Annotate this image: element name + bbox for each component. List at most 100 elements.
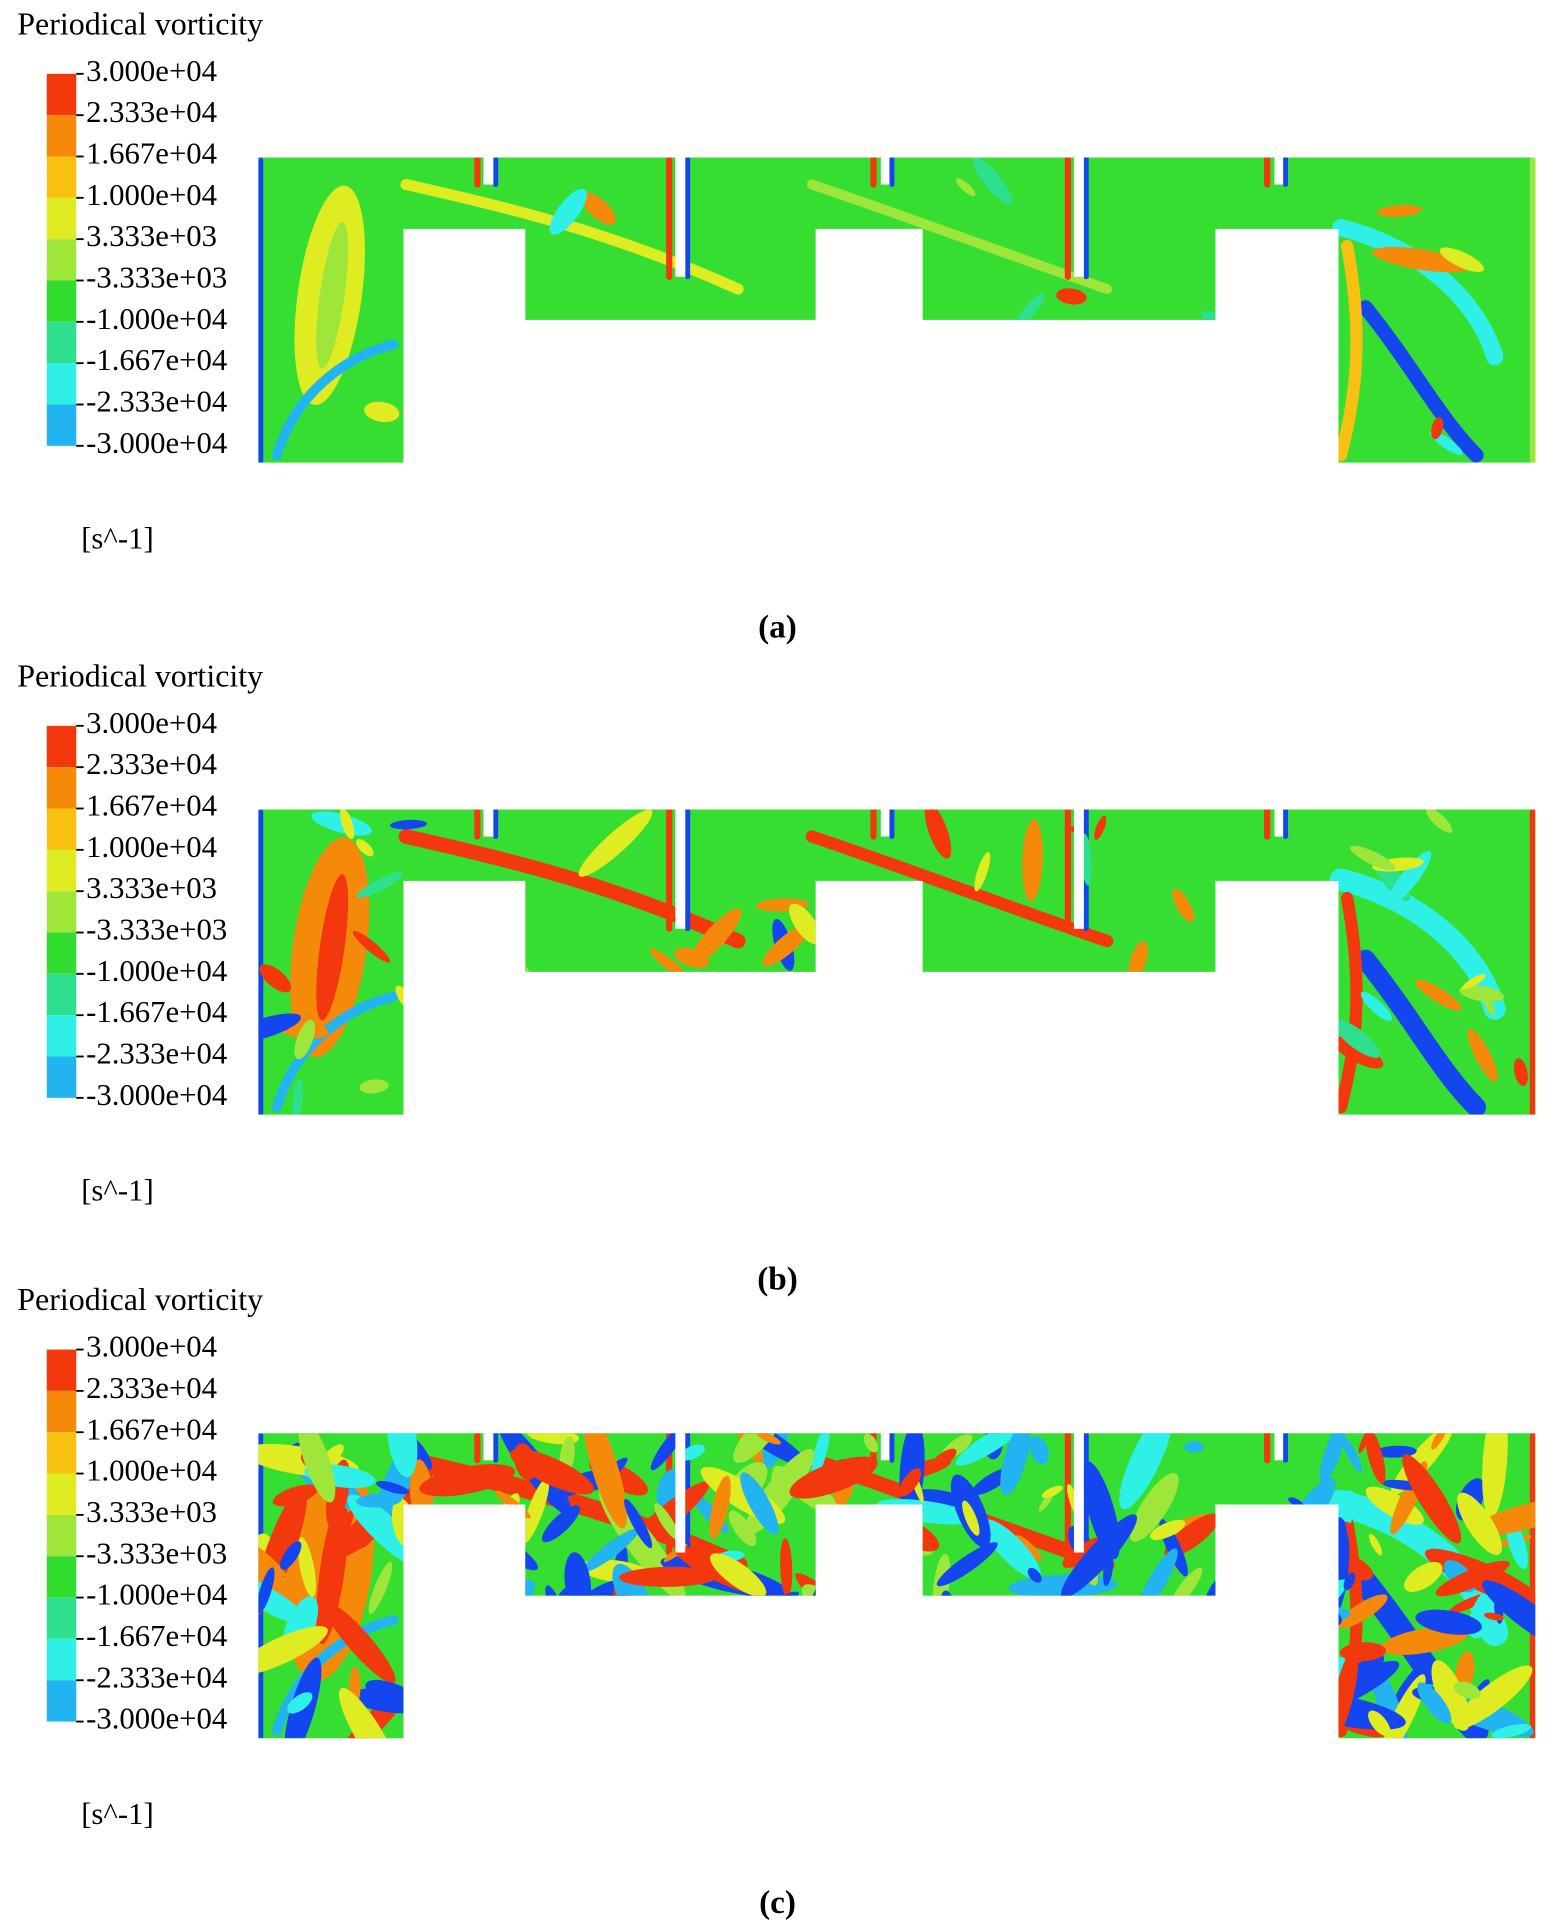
contour-blob	[356, 1493, 402, 1508]
contour-blob	[762, 923, 812, 967]
contour-blob	[689, 908, 742, 965]
contour-blob	[406, 1604, 440, 1690]
contour-streak	[271, 1615, 399, 1736]
baffle-slit	[1274, 1433, 1284, 1461]
contour-blob	[577, 388, 622, 410]
contour-blob	[584, 1089, 597, 1115]
contour-blob	[499, 1601, 609, 1648]
contour-blob	[1053, 1694, 1138, 1739]
colorbar-band	[46, 725, 77, 768]
contour-blob	[821, 895, 832, 935]
contour-blob	[1078, 1052, 1100, 1069]
contour-blob	[347, 1533, 372, 1550]
colorbar-label: -3.333e+03	[86, 261, 227, 295]
contour-blob	[1273, 1595, 1342, 1628]
colorbar-band	[46, 1638, 77, 1681]
contour-blob	[1513, 1058, 1528, 1087]
contour-blob	[997, 1710, 1058, 1739]
contour-blob	[885, 1710, 903, 1718]
contour-blob	[1022, 819, 1043, 902]
contour-blob	[1332, 1018, 1380, 1058]
colorbar-label: 2.333e+04	[86, 95, 217, 129]
contour-blob	[756, 1433, 781, 1445]
contour-blob	[582, 1528, 639, 1572]
contour-blob	[323, 1601, 396, 1684]
contour-blob	[294, 1019, 316, 1060]
contour-blob	[316, 222, 349, 369]
contour-blob	[1050, 1678, 1063, 1687]
contour-blob	[419, 1464, 515, 1497]
panel: Periodical vorticity 3.000e+04 2.333e+04 1.…	[17, 658, 1536, 1298]
contour-blob	[939, 1590, 958, 1639]
contour-blob	[1000, 1433, 1031, 1496]
contour-blob	[830, 1015, 854, 1043]
contour-blob	[772, 1048, 788, 1069]
contour-blob	[723, 1647, 786, 1707]
contour-blob	[583, 1433, 628, 1529]
contour-blob	[387, 1433, 418, 1478]
contour-blob	[466, 1612, 497, 1627]
unit-label: [s^-1]	[81, 1797, 154, 1831]
contour-blob	[740, 1472, 779, 1535]
colorbar-label: -1.667e+04	[86, 343, 227, 377]
baffle-slit	[675, 809, 686, 929]
colorbar-band	[46, 321, 77, 364]
contour-blob	[480, 1656, 521, 1677]
contour-blob	[1196, 1623, 1212, 1651]
contour-streak	[805, 830, 1114, 948]
contour-blob	[1482, 1433, 1508, 1519]
baffle-slit	[1073, 809, 1084, 929]
contour-blob	[1467, 1028, 1498, 1082]
baffle-slit	[1073, 157, 1084, 277]
contour-blob	[830, 1613, 852, 1636]
contour-blob	[375, 1481, 410, 1495]
baffle-slit	[880, 1433, 890, 1461]
contour-blob	[1082, 1461, 1120, 1560]
contour-blob	[549, 188, 587, 235]
colorbar-label: 1.000e+04	[86, 830, 217, 864]
colorbar-band	[46, 156, 77, 198]
contour-blob	[287, 1692, 313, 1714]
contour-blob	[1343, 1572, 1356, 1591]
contour-blob	[1000, 1628, 1047, 1656]
contour-blob	[775, 1670, 835, 1709]
contour-blob	[1245, 1601, 1266, 1612]
contour-blob	[959, 1677, 981, 1723]
contour-blob	[1431, 1433, 1447, 1450]
contour-blob	[259, 964, 292, 993]
contour-blob	[1166, 1596, 1208, 1622]
contour-blob	[926, 975, 981, 1053]
baffle-slit	[483, 1433, 494, 1461]
contour-blob	[1319, 1433, 1346, 1484]
unit-label: [s^-1]	[81, 521, 154, 555]
contour-blob	[1404, 1562, 1443, 1592]
contour-blob	[695, 1698, 720, 1708]
contour-blob	[1312, 1722, 1334, 1739]
contour-blob	[780, 1538, 793, 1598]
contour-blob	[690, 1016, 701, 1030]
contour-blob	[539, 1704, 556, 1735]
contour-blob	[338, 1687, 403, 1739]
colorbar-band	[46, 973, 77, 1016]
colorbar-band	[46, 1597, 77, 1639]
contour-blob	[935, 1688, 965, 1704]
contour-blob	[1372, 246, 1470, 273]
colorbar-band	[46, 404, 77, 446]
colorbar-band	[46, 1056, 77, 1098]
colorbar-band	[46, 239, 77, 281]
colorbar-label: 3.000e+04	[86, 706, 217, 740]
contour-blob	[258, 1013, 301, 1043]
colorbar-band	[46, 1349, 77, 1391]
contour-blob	[1108, 1711, 1167, 1739]
contour-blob	[962, 1711, 980, 1737]
colorbar-title: Periodical vorticity	[17, 1282, 263, 1317]
contour-blob	[1294, 1596, 1320, 1674]
colorbar-band	[46, 891, 77, 933]
colorbar-label: -1.667e+04	[86, 995, 227, 1029]
colorbar-title: Periodical vorticity	[17, 658, 263, 693]
contour-blob	[1018, 1703, 1054, 1739]
contour-blob	[521, 1478, 550, 1544]
contour-blob	[1260, 1709, 1278, 1734]
colorbar-label: -3.000e+04	[86, 426, 227, 460]
contour-blob	[972, 1686, 1019, 1739]
